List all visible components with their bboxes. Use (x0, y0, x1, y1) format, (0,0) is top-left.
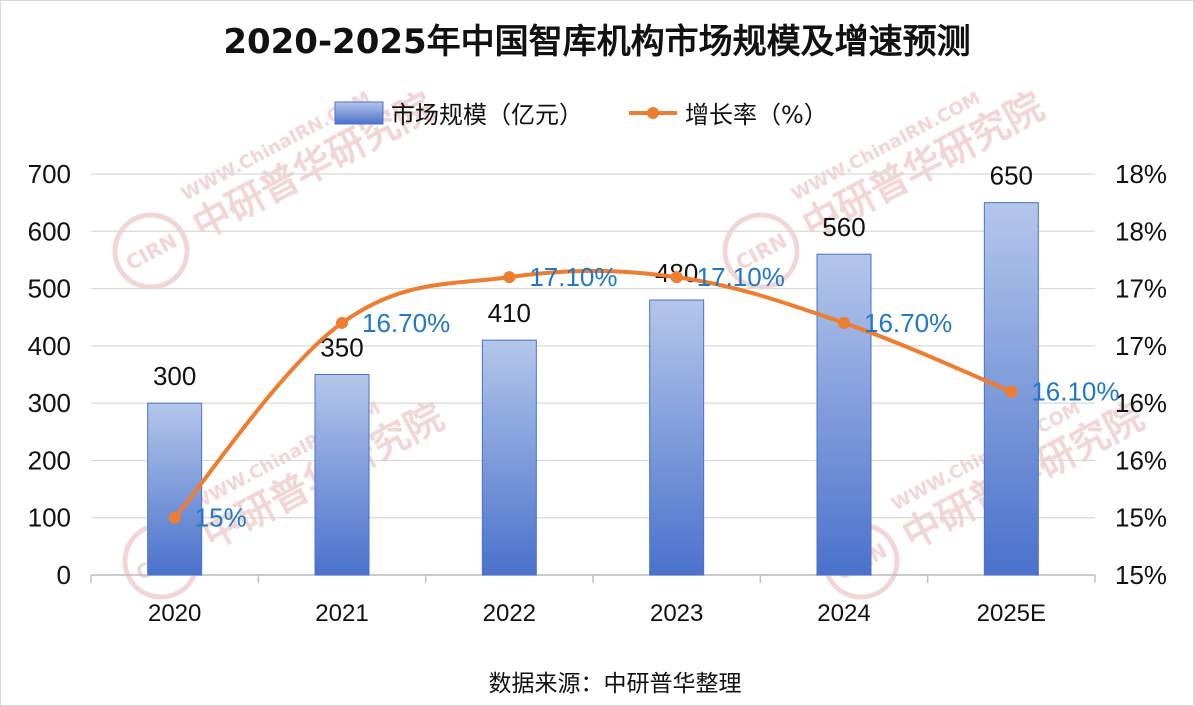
line-series (168, 268, 1018, 524)
left-tick-label: 700 (28, 159, 71, 189)
source-note: 数据来源：中研普华整理 (489, 671, 742, 697)
line-point (168, 511, 181, 524)
left-tick-label: 500 (28, 274, 71, 304)
bar-data-label: 300 (153, 361, 196, 391)
bar (314, 374, 370, 576)
right-tick-label: 18% (1115, 216, 1167, 246)
bar-series (147, 202, 1039, 576)
bar (649, 299, 705, 576)
bar-data-label: 410 (488, 298, 531, 328)
right-tick-label: 16% (1115, 445, 1167, 475)
line-point (670, 271, 683, 284)
left-tick-label: 100 (28, 503, 71, 533)
left-tick-label: 300 (28, 388, 71, 418)
right-tick-label: 15% (1115, 560, 1167, 590)
left-tick-label: 400 (28, 331, 71, 361)
left-tick-label: 0 (57, 560, 71, 590)
right-tick-label: 16% (1115, 388, 1167, 418)
legend-label-bar: 市场规模（亿元） (391, 101, 583, 129)
line-point (838, 316, 850, 329)
legend: 市场规模（亿元） 增长率（%） (334, 101, 828, 129)
line-data-label: 16.70% (362, 308, 450, 338)
x-tick-label: 2020 (148, 600, 201, 627)
x-tick-label: 2025E (977, 600, 1046, 627)
left-y-axis: 0 100 200 300 400 500 600 700 (28, 159, 71, 590)
gridlines (91, 173, 1095, 576)
legend-label-line: 增长率（%） (685, 101, 828, 129)
x-tick-label: 2024 (817, 600, 870, 627)
left-tick-label: 200 (28, 445, 71, 475)
right-tick-label: 17% (1115, 274, 1167, 304)
chart-title: 2020-2025年中国智库机构市场规模及增速预测 (223, 22, 970, 62)
line-data-label: 15% (195, 503, 247, 533)
bar (147, 402, 203, 576)
line-data-labels: 15% 16.70% 17.10% 17.10% 16.70% 16.10% (195, 262, 1120, 533)
bar (481, 339, 537, 576)
line-data-label: 17.10% (697, 262, 785, 292)
x-tick-label: 2021 (315, 600, 368, 627)
legend-line-marker (647, 107, 659, 119)
left-tick-label: 600 (28, 216, 71, 246)
line-point (1005, 385, 1018, 398)
watermark-badge (112, 212, 190, 290)
bar-data-label: 350 (320, 333, 363, 363)
line-data-label: 17.10% (529, 262, 617, 292)
bar (816, 253, 872, 576)
legend-bar-swatch (334, 101, 384, 125)
right-tick-label: 17% (1115, 331, 1167, 361)
x-tick-label: 2023 (650, 600, 703, 627)
bar-data-label: 650 (990, 161, 1033, 191)
watermark-badge (722, 212, 800, 290)
watermark-badge-text: CIRN (122, 229, 181, 276)
line-data-label: 16.10% (1031, 377, 1119, 407)
growth-rate-line (173, 268, 1013, 520)
bar-data-label: 560 (822, 212, 865, 242)
right-tick-label: 18% (1115, 159, 1167, 189)
x-axis: 2020 2021 2022 2023 2024 2025E (90, 574, 1096, 627)
line-point (336, 316, 348, 329)
x-tick-label: 2022 (483, 600, 536, 627)
line-data-label: 16.70% (864, 308, 952, 338)
right-tick-label: 15% (1115, 503, 1167, 533)
right-y-axis: 15% 15% 16% 16% 17% 17% 18% 18% (1115, 159, 1167, 590)
line-point (503, 271, 516, 284)
